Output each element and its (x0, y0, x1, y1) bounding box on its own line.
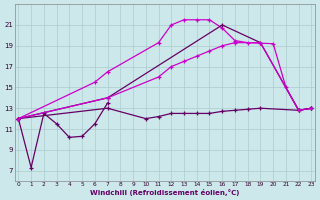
X-axis label: Windchill (Refroidissement éolien,°C): Windchill (Refroidissement éolien,°C) (90, 189, 240, 196)
